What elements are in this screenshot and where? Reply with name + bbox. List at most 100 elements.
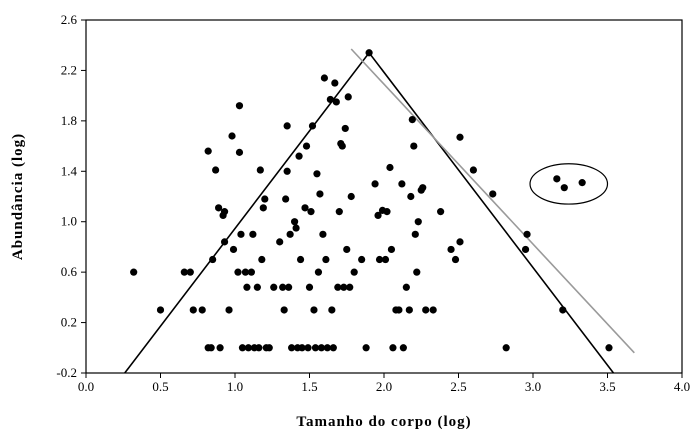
data-point [220, 208, 229, 216]
data-point [381, 255, 390, 264]
y-tick-label: 1.8 [61, 113, 77, 128]
data-point [358, 255, 366, 264]
data-point [301, 204, 309, 212]
data-point [291, 218, 299, 226]
regression-line [350, 48, 635, 354]
data-point [335, 208, 343, 216]
data-point [411, 230, 419, 238]
data-point [189, 306, 197, 314]
data-point [451, 255, 460, 264]
data-point [419, 184, 427, 192]
data-point [228, 132, 236, 140]
y-axis-ticks: -0.2 0.2 0.6 1.0 1.4 1.8 2.2 2.6 [56, 12, 86, 380]
data-point [410, 142, 418, 150]
data-point [220, 238, 229, 246]
data-point [350, 268, 358, 276]
data-point [247, 268, 255, 276]
data-point [447, 245, 455, 254]
data-point [229, 245, 238, 254]
x-tick-label: 3.0 [525, 379, 541, 394]
data-point [130, 268, 138, 276]
data-point [383, 208, 391, 216]
data-point [198, 306, 206, 314]
data-point [395, 306, 403, 314]
data-point [235, 148, 244, 156]
y-tick-label: 1.4 [61, 163, 78, 178]
data-point [408, 115, 416, 124]
data-point [204, 147, 212, 155]
data-point [329, 344, 337, 352]
data-point [332, 98, 340, 106]
data-point [283, 122, 291, 130]
y-tick-label: 2.2 [61, 62, 77, 77]
data-point [559, 306, 567, 314]
data-point [399, 344, 407, 352]
data-point [341, 124, 349, 133]
data-point [207, 344, 215, 352]
data-point [296, 255, 305, 264]
data-point [209, 255, 217, 264]
data-point [308, 122, 317, 130]
data-point [302, 142, 311, 150]
data-point [331, 79, 339, 87]
data-point [502, 344, 510, 352]
data-point [560, 184, 568, 192]
y-tick-label: 0.2 [61, 315, 77, 330]
data-point [326, 95, 334, 104]
data-point [402, 283, 410, 291]
data-point [186, 268, 194, 276]
data-point [338, 142, 346, 150]
data-point [346, 283, 354, 291]
data-point [256, 166, 264, 174]
y-tick-label: 0.6 [61, 264, 78, 279]
x-axis-ticks: 0.0 0.5 1.0 1.5 2.0 2.5 3.0 3.5 4.0 [78, 373, 690, 394]
data-point [307, 208, 315, 216]
data-point [259, 204, 267, 212]
data-point [328, 306, 336, 314]
data-point [374, 211, 382, 220]
data-point [156, 306, 165, 314]
data-point [282, 195, 290, 203]
data-point [340, 283, 348, 291]
data-point [365, 49, 373, 57]
data-point [362, 344, 370, 352]
data-point [343, 245, 351, 254]
data-point [310, 306, 318, 314]
data-point [238, 344, 247, 352]
data-point [295, 152, 303, 160]
data-point [253, 283, 261, 291]
data-point [244, 344, 253, 352]
data-point [283, 167, 291, 175]
outlier-ellipse [529, 163, 609, 205]
data-point [180, 268, 188, 276]
x-tick-label: 0.5 [152, 379, 168, 394]
data-point [413, 268, 421, 276]
data-point [414, 218, 422, 226]
data-point [270, 283, 278, 291]
data-point [241, 268, 250, 276]
x-tick-label: 4.0 [674, 379, 690, 394]
data-point [398, 180, 406, 188]
data-point [334, 283, 342, 291]
y-axis-title: Abundância (log) [10, 133, 26, 260]
data-point [578, 179, 586, 187]
data-point [605, 344, 613, 352]
data-marks [124, 48, 635, 373]
data-point [316, 190, 324, 198]
data-point [235, 102, 244, 110]
data-point [280, 306, 288, 314]
data-point [375, 255, 384, 264]
data-point [279, 283, 287, 291]
data-point [523, 230, 531, 238]
data-point [314, 268, 323, 276]
data-point [255, 344, 263, 352]
x-tick-label: 2.0 [376, 379, 392, 394]
data-point [234, 268, 242, 276]
data-point [456, 133, 464, 141]
x-axis-title: Tamanho do corpo (log) [296, 414, 471, 430]
data-point [249, 230, 257, 238]
data-point [305, 283, 314, 291]
data-point [322, 255, 330, 264]
y-tick-label: 1.0 [61, 214, 77, 229]
